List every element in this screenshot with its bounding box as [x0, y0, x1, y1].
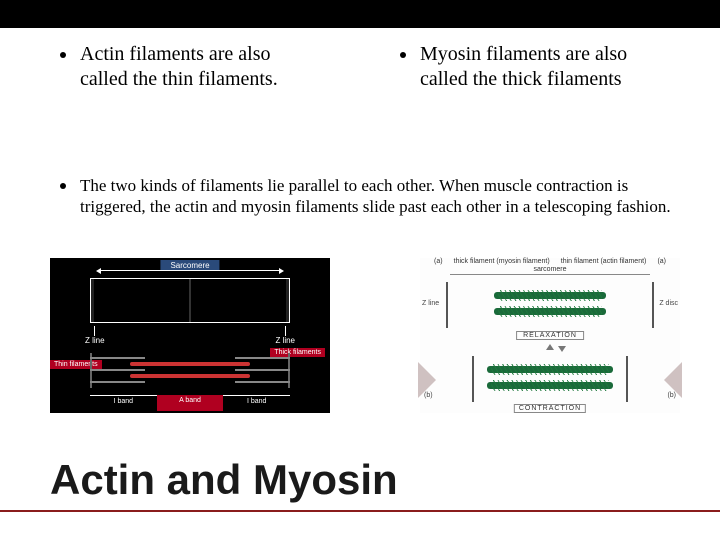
- up-arrow-icon: [546, 344, 554, 350]
- thick-filament: [130, 362, 250, 366]
- left-bullet-column: Actin filaments are also called the thin…: [60, 42, 310, 92]
- diagrams-row: Sarcomere Z line Z line Thick filaments …: [50, 258, 700, 413]
- title-underline: [0, 510, 720, 512]
- myosin-bullet: Myosin filaments are also called the thi…: [400, 42, 650, 92]
- myosin: [494, 292, 606, 299]
- contracted-sarcomere: [432, 356, 668, 402]
- sarcomere-extent-arrow: [100, 270, 280, 271]
- description-bullet: The two kinds of filaments lie parallel …: [60, 175, 680, 218]
- relaxation-label: RELAXATION: [516, 331, 584, 340]
- i-band-label: I band: [90, 395, 157, 411]
- top-bar: [0, 0, 720, 28]
- relaxation-contraction-diagram: (a) thick filament (myosin filament) thi…: [420, 258, 680, 413]
- electron-micrograph: [90, 278, 290, 323]
- thick-filament-label: thick filament (myosin filament): [454, 258, 550, 266]
- top-labels: (a) thick filament (myosin filament) thi…: [420, 258, 680, 266]
- thin-filament: [90, 357, 145, 359]
- actin: [545, 392, 640, 395]
- actin: [460, 360, 555, 363]
- actin: [460, 376, 555, 379]
- bullet-dot-icon: [60, 52, 66, 58]
- slide-title: Actin and Myosin: [50, 456, 398, 504]
- z-line-label-left: Z line: [85, 326, 105, 345]
- myosin-bullet-text: Myosin filaments are also called the thi…: [420, 42, 650, 92]
- right-bullet-column: Myosin filaments are also called the thi…: [400, 42, 650, 92]
- panel-b-left: (b): [424, 392, 433, 399]
- thin-filament-label: thin filament (actin filament): [561, 258, 647, 266]
- actin-bullet: Actin filaments are also called the thin…: [60, 42, 310, 92]
- panel-b-right: (b): [667, 392, 676, 399]
- band-labels: I band A band I band: [90, 395, 290, 411]
- contraction-label: CONTRACTION: [514, 404, 586, 413]
- myosin: [494, 308, 606, 315]
- thin-filament: [235, 381, 290, 383]
- thin-filament: [90, 381, 145, 383]
- actin: [432, 286, 517, 289]
- thin-filament: [235, 369, 290, 371]
- myosin: [487, 382, 613, 389]
- myosin: [487, 366, 613, 373]
- actin: [583, 286, 668, 289]
- m-line: [189, 279, 191, 322]
- actin: [545, 360, 640, 363]
- sarcomere-em-diagram: Sarcomere Z line Z line Thick filaments …: [50, 258, 330, 413]
- i-band-label: I band: [223, 395, 290, 411]
- actin: [460, 392, 555, 395]
- relaxed-sarcomere: [432, 282, 668, 328]
- actin: [583, 302, 668, 305]
- z-line-label-right: Z line: [275, 326, 295, 345]
- actin: [583, 318, 668, 321]
- actin-bullet-text: Actin filaments are also called the thin…: [80, 42, 310, 92]
- bullet-dot-icon: [60, 183, 66, 189]
- actin: [432, 318, 517, 321]
- thin-filament: [235, 357, 290, 359]
- thick-filament: [130, 374, 250, 378]
- panel-a-right: (a): [657, 258, 666, 266]
- bullet-dot-icon: [400, 52, 406, 58]
- actin: [545, 376, 640, 379]
- description-text: The two kinds of filaments lie parallel …: [80, 175, 680, 218]
- actin: [432, 302, 517, 305]
- thin-filament: [90, 369, 145, 371]
- sarcomere-extent: [450, 274, 650, 275]
- panel-a-left: (a): [434, 258, 443, 266]
- a-band-label: A band: [157, 395, 224, 411]
- down-arrow-icon: [558, 346, 566, 352]
- filament-schematic: [90, 353, 290, 388]
- sarcomere-label: sarcomere: [533, 266, 566, 273]
